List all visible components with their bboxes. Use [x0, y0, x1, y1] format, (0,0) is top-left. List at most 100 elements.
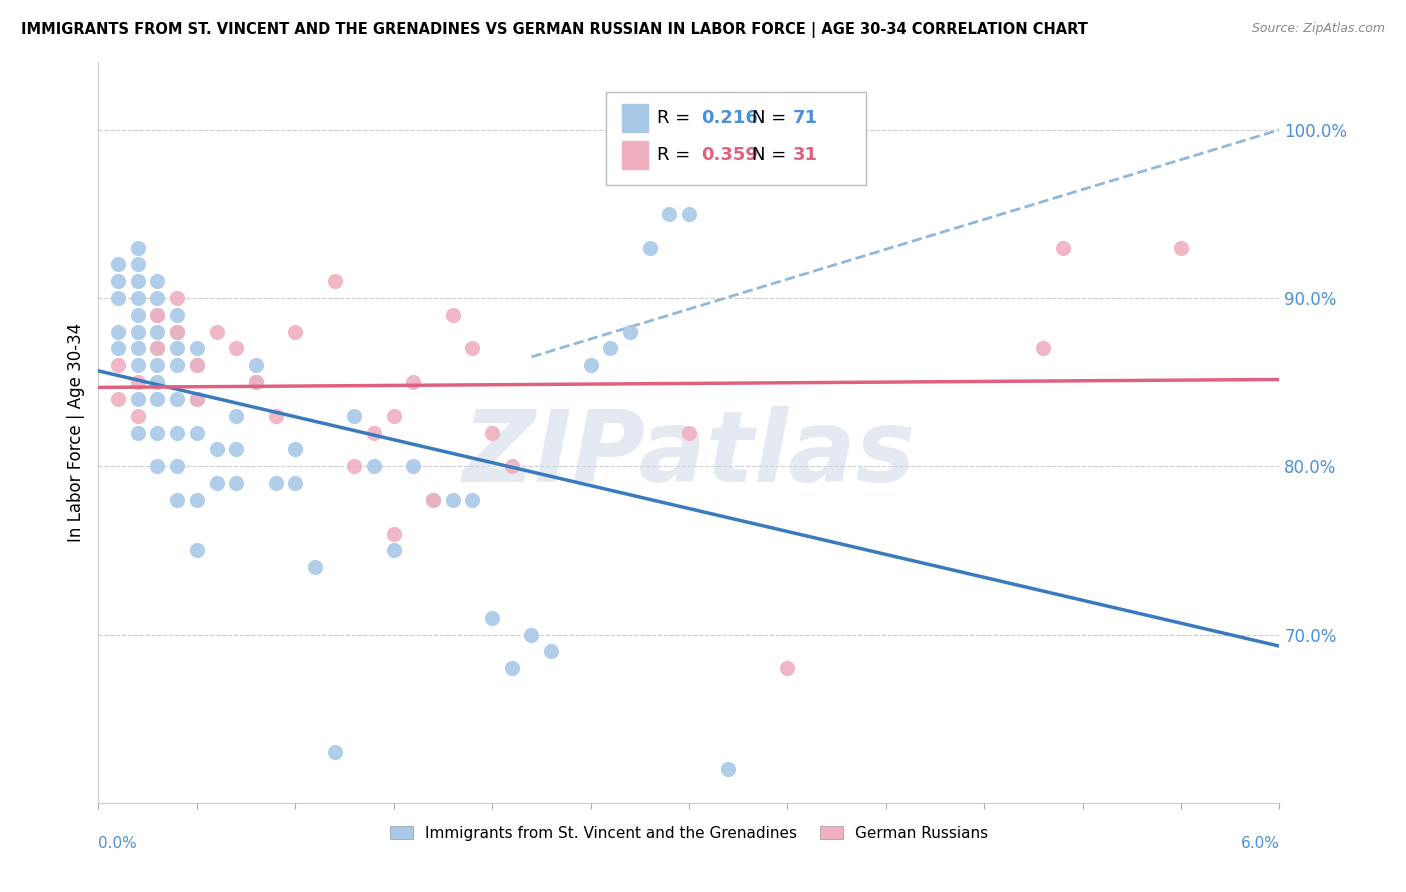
Point [225, 342, 247, 356]
Point [619, 325, 641, 339]
Point [146, 342, 169, 356]
Point [599, 342, 621, 356]
Point [540, 644, 562, 658]
Point [579, 359, 602, 373]
Point [323, 745, 346, 759]
Point [264, 409, 287, 423]
Point [146, 375, 169, 389]
Y-axis label: In Labor Force | Age 30-34: In Labor Force | Age 30-34 [66, 323, 84, 542]
Point [264, 476, 287, 491]
Point [186, 492, 208, 507]
Point [501, 661, 523, 675]
Point [146, 459, 169, 474]
Point [441, 492, 464, 507]
Point [245, 375, 267, 389]
Text: N =: N = [752, 146, 792, 164]
Point [284, 476, 307, 491]
Point [186, 392, 208, 406]
Point [382, 543, 405, 558]
Point [166, 359, 188, 373]
Point [1052, 241, 1074, 255]
Point [166, 291, 188, 305]
Point [186, 359, 208, 373]
Point [441, 308, 464, 322]
Legend: Immigrants from St. Vincent and the Grenadines, German Russians: Immigrants from St. Vincent and the Gren… [384, 820, 994, 847]
Text: N =: N = [752, 109, 792, 127]
Point [107, 325, 129, 339]
Point [146, 425, 169, 440]
Point [146, 342, 169, 356]
Point [186, 359, 208, 373]
FancyBboxPatch shape [621, 141, 648, 169]
Point [343, 459, 366, 474]
Point [461, 342, 484, 356]
Point [461, 492, 484, 507]
Point [225, 409, 247, 423]
Point [225, 442, 247, 457]
Point [323, 274, 346, 288]
Point [107, 392, 129, 406]
Point [402, 375, 425, 389]
Text: 6.0%: 6.0% [1240, 836, 1279, 851]
Point [127, 375, 149, 389]
Point [717, 762, 740, 776]
Point [658, 207, 681, 221]
Point [186, 425, 208, 440]
Point [146, 392, 169, 406]
Point [146, 325, 169, 339]
Text: 31: 31 [793, 146, 818, 164]
Text: IMMIGRANTS FROM ST. VINCENT AND THE GRENADINES VS GERMAN RUSSIAN IN LABOR FORCE : IMMIGRANTS FROM ST. VINCENT AND THE GREN… [21, 22, 1088, 38]
Point [166, 492, 188, 507]
Point [520, 627, 543, 641]
Point [146, 359, 169, 373]
Point [166, 392, 188, 406]
Point [481, 425, 503, 440]
Point [284, 325, 307, 339]
Text: 0.359: 0.359 [700, 146, 758, 164]
Point [127, 241, 149, 255]
Text: 71: 71 [793, 109, 818, 127]
Point [166, 425, 188, 440]
Point [363, 459, 385, 474]
Text: R =: R = [657, 146, 696, 164]
Point [107, 359, 129, 373]
Text: Source: ZipAtlas.com: Source: ZipAtlas.com [1251, 22, 1385, 36]
Point [146, 274, 169, 288]
Point [678, 425, 700, 440]
Point [422, 492, 444, 507]
Point [107, 291, 129, 305]
Point [127, 308, 149, 322]
Point [166, 325, 188, 339]
Point [205, 325, 228, 339]
Point [284, 442, 307, 457]
Point [127, 359, 149, 373]
Point [127, 425, 149, 440]
Point [245, 359, 267, 373]
FancyBboxPatch shape [621, 103, 648, 132]
Point [678, 207, 700, 221]
FancyBboxPatch shape [606, 92, 866, 185]
Point [127, 392, 149, 406]
Point [501, 459, 523, 474]
Point [225, 476, 247, 491]
Point [776, 661, 799, 675]
Point [166, 325, 188, 339]
Point [245, 375, 267, 389]
Point [343, 409, 366, 423]
Text: 0.216: 0.216 [700, 109, 758, 127]
Point [205, 476, 228, 491]
Point [382, 526, 405, 541]
Point [1170, 241, 1192, 255]
Point [402, 459, 425, 474]
Point [638, 241, 661, 255]
Point [127, 291, 149, 305]
Point [186, 342, 208, 356]
Point [186, 392, 208, 406]
Point [127, 342, 149, 356]
Point [1032, 342, 1054, 356]
Point [382, 409, 405, 423]
Point [107, 342, 129, 356]
Point [127, 274, 149, 288]
Point [146, 291, 169, 305]
Point [107, 257, 129, 271]
